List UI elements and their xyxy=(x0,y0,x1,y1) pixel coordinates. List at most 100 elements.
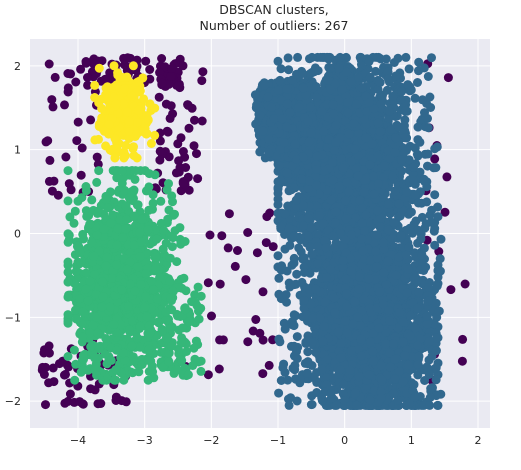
cluster-0-point xyxy=(413,360,423,369)
outlier-point xyxy=(145,65,155,74)
outlier-point xyxy=(76,64,86,74)
outlier-point xyxy=(155,146,165,156)
outlier-point xyxy=(164,79,174,89)
outlier-point xyxy=(44,348,54,358)
cluster-0-point xyxy=(372,230,382,240)
outlier-point xyxy=(458,334,468,344)
cluster-0-point xyxy=(273,188,283,198)
cluster-0-point xyxy=(337,85,347,95)
outlier-point xyxy=(442,172,452,182)
outlier-point xyxy=(93,56,103,66)
outlier-point xyxy=(261,238,271,248)
outlier-point xyxy=(241,275,251,285)
outlier-point xyxy=(141,56,151,66)
outlier-point xyxy=(73,117,83,127)
outlier-point xyxy=(50,72,60,82)
cluster-0-point xyxy=(404,155,414,165)
outlier-point xyxy=(123,53,133,63)
outlier-point xyxy=(44,341,54,351)
cluster-0-point xyxy=(303,231,313,241)
cluster-0-point xyxy=(382,85,392,95)
cluster-0-point xyxy=(347,157,357,166)
outlier-point xyxy=(43,136,53,146)
outlier-point xyxy=(39,370,49,379)
cluster-0-point xyxy=(388,171,398,181)
cluster-0-point xyxy=(331,120,341,130)
cluster-0-point xyxy=(375,77,385,87)
outlier-point xyxy=(217,231,227,241)
outlier-point xyxy=(178,147,188,156)
cluster-0-point xyxy=(373,118,383,128)
outlier-point xyxy=(66,185,76,195)
cluster-0-point xyxy=(431,363,441,373)
outlier-point xyxy=(121,397,131,407)
cluster-0-point xyxy=(328,100,338,110)
outlier-point xyxy=(190,115,199,125)
outlier-point xyxy=(44,378,54,388)
cluster-0-point xyxy=(292,269,302,279)
outlier-point xyxy=(184,123,194,133)
outlier-point xyxy=(174,81,184,91)
cluster-0-point xyxy=(383,225,393,235)
outlier-point xyxy=(160,62,170,72)
outlier-point xyxy=(203,278,213,288)
outlier-point xyxy=(154,92,164,102)
outlier-point xyxy=(61,152,71,162)
cluster-0-point xyxy=(397,166,407,176)
cluster-0-point xyxy=(316,52,326,62)
outlier-point xyxy=(223,243,233,253)
cluster-0-point xyxy=(293,52,303,62)
outlier-point xyxy=(443,73,453,83)
outlier-point xyxy=(83,80,93,90)
outlier-point xyxy=(72,136,82,146)
cluster-0-point xyxy=(381,54,391,64)
cluster-0-point xyxy=(340,196,350,206)
outlier-point xyxy=(164,152,174,162)
outlier-point xyxy=(243,228,253,237)
cluster-0-point xyxy=(413,122,423,132)
cluster-0-point xyxy=(335,52,345,62)
cluster-0-point xyxy=(285,240,295,250)
cluster-0-point xyxy=(344,129,354,139)
outlier-point xyxy=(268,242,278,252)
outlier-point xyxy=(193,174,203,184)
cluster-0-point xyxy=(357,83,367,93)
outlier-point xyxy=(111,396,121,405)
outlier-point xyxy=(60,100,69,110)
outlier-point xyxy=(192,149,201,159)
outlier-point xyxy=(166,72,176,81)
outlier-point xyxy=(162,126,172,136)
outlier-point xyxy=(71,77,81,87)
cluster-0-point xyxy=(359,187,369,197)
outlier-point xyxy=(251,315,261,324)
outlier-point xyxy=(233,246,242,255)
outlier-point xyxy=(264,360,274,370)
outlier-point xyxy=(197,76,207,86)
outlier-point xyxy=(440,207,450,217)
outlier-point xyxy=(155,68,165,78)
outlier-point xyxy=(167,63,177,73)
outlier-point xyxy=(198,67,208,77)
cluster-0-point xyxy=(273,251,283,261)
chart-title-line2: Number of outliers: 267 xyxy=(199,18,348,33)
cluster-0-point xyxy=(349,119,359,128)
outlier-point xyxy=(63,396,73,406)
outlier-point xyxy=(178,61,188,71)
outlier-point xyxy=(41,362,51,372)
outlier-point xyxy=(75,397,85,407)
outlier-point xyxy=(157,54,167,63)
outlier-point xyxy=(243,337,253,347)
cluster-0-point xyxy=(415,167,425,177)
outlier-point xyxy=(47,95,57,105)
cluster-0-point xyxy=(273,200,283,210)
cluster-0-point xyxy=(327,158,337,167)
cluster-0-point xyxy=(369,189,379,199)
outlier-point xyxy=(86,115,96,125)
outlier-point xyxy=(60,370,69,380)
outlier-point xyxy=(171,168,181,178)
cluster-0-point xyxy=(352,99,361,109)
outlier-point xyxy=(181,163,191,172)
outlier-point xyxy=(252,248,262,258)
